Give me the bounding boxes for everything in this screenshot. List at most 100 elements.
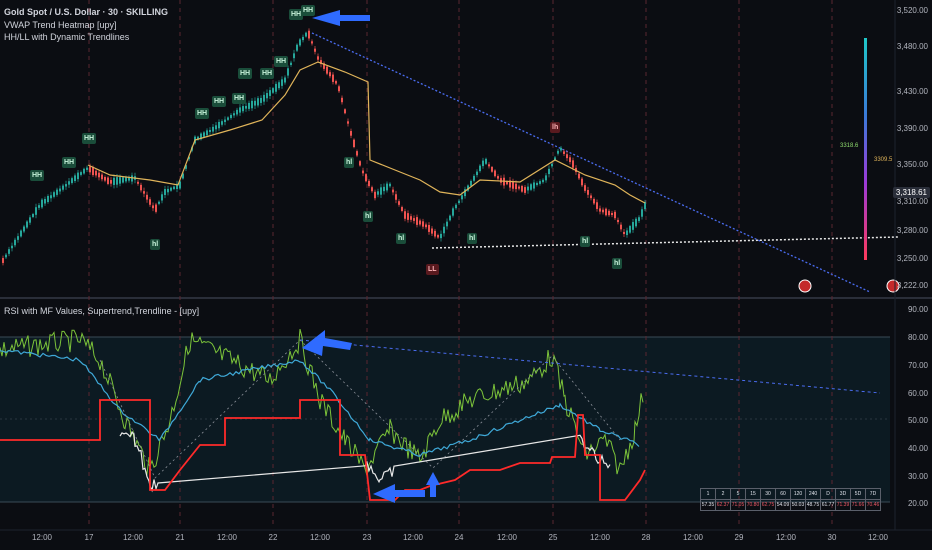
mf-timeframe: 30 [760, 488, 776, 500]
mf-timeframe: 5 [730, 488, 746, 500]
price-tick: 3,480.00 [896, 42, 928, 51]
mf-value: 71.66 [850, 499, 866, 511]
candle-body [392, 189, 394, 193]
candle-body [68, 181, 70, 185]
candle-body [215, 125, 217, 130]
candle-body [383, 186, 385, 192]
indicator-legend-vwap[interactable]: VWAP Trend Heatmap [upy] [4, 20, 117, 30]
candle-body [47, 195, 49, 203]
candle-body [593, 198, 595, 204]
mf-timeframe: 5D [850, 488, 866, 500]
candle-body [245, 105, 247, 109]
candle-body [221, 121, 223, 125]
candle-body [29, 217, 31, 223]
candle-body [545, 175, 547, 181]
candle-body [629, 226, 631, 233]
candle-body [431, 228, 433, 234]
rsi-zigzag-2 [299, 339, 621, 469]
candle-body [179, 181, 181, 189]
candle-body [641, 209, 643, 217]
time-tick: 12:00 [216, 533, 238, 542]
time-tick: 17 [84, 533, 94, 542]
candle-body [473, 175, 475, 181]
candle-body [620, 224, 622, 230]
pivot-label: hl [612, 258, 623, 269]
mf-value: 71.05 [730, 499, 746, 511]
candle-body [59, 188, 61, 192]
vwap-lower-label: 3309.5 [874, 157, 893, 163]
mf-timeframe: 2 [715, 488, 731, 500]
candle-body [584, 185, 586, 191]
candle-body [65, 184, 67, 187]
candle-body [251, 100, 253, 109]
mf-value: 50.03 [790, 499, 806, 511]
candle-body [41, 199, 43, 208]
candle-body [581, 178, 583, 186]
candle-body [197, 136, 199, 140]
price-candles [2, 28, 646, 266]
price-support-line [431, 236, 899, 249]
rsi-ma-line [0, 349, 640, 457]
mf-value: 70.80 [745, 499, 761, 511]
candle-body [104, 177, 106, 181]
vwap-upper-label: 3318.6 [840, 143, 859, 149]
candle-body [185, 165, 187, 169]
time-tick: 12:00 [496, 533, 518, 542]
symbol-legend[interactable]: Gold Spot / U.S. Dollar · 30 · SKILLING [4, 7, 169, 17]
candle-body [71, 178, 73, 183]
candle-body [170, 187, 172, 191]
rsi-tick: 40.00 [907, 444, 928, 453]
rsi-arrow-top [302, 330, 352, 356]
rsi-white-line [119, 430, 611, 493]
candle-body [614, 211, 616, 219]
rsi-tick: 20.00 [907, 499, 928, 508]
candle-body [158, 201, 160, 204]
time-tick: 12:00 [402, 533, 424, 542]
candle-body [632, 222, 634, 230]
time-tick: 30 [827, 533, 837, 542]
candle-body [224, 119, 226, 123]
candle-body [26, 221, 28, 228]
candle-body [131, 175, 133, 182]
candle-body [152, 205, 154, 209]
candle-body [533, 182, 535, 189]
time-tick: 12:00 [122, 533, 144, 542]
indicator-legend-hhll[interactable]: HH/LL with Dynamic Trendlines [4, 32, 130, 42]
candle-body [530, 184, 532, 190]
rsi-tick: 80.00 [907, 333, 928, 342]
candle-body [437, 235, 439, 238]
rsi-tick: 70.00 [907, 361, 928, 370]
candle-body [386, 183, 388, 191]
mf-value: 70.46 [865, 499, 881, 511]
mf-timeframe: D [820, 488, 836, 500]
candle-body [617, 219, 619, 223]
pivot-label: hl [396, 233, 407, 244]
candle-body [116, 177, 118, 185]
candle-body [332, 74, 334, 82]
candle-body [446, 221, 448, 227]
candle-body [578, 173, 580, 179]
candle-body [278, 82, 280, 89]
rsi-indicator-legend[interactable]: RSI with MF Values, Supertrend,Trendline… [4, 306, 200, 316]
candle-body [269, 90, 271, 96]
candle-body [542, 179, 544, 183]
candle-body [467, 185, 469, 191]
mf-value: 62.37 [715, 499, 731, 511]
candle-body [95, 170, 97, 176]
candle-body [53, 192, 55, 197]
candle-body [359, 161, 361, 166]
candle-body [89, 166, 91, 173]
candle-body [293, 53, 295, 59]
candle-body [377, 191, 379, 195]
candle-body [401, 207, 403, 211]
candle-body [23, 226, 25, 232]
mf-timeframe: 15 [745, 488, 761, 500]
candle-body [260, 97, 262, 103]
candle-body [518, 186, 520, 189]
candle-body [14, 239, 16, 246]
candle-body [119, 177, 121, 184]
candle-body [407, 213, 409, 220]
candle-body [515, 183, 517, 190]
candle-body [266, 93, 268, 99]
